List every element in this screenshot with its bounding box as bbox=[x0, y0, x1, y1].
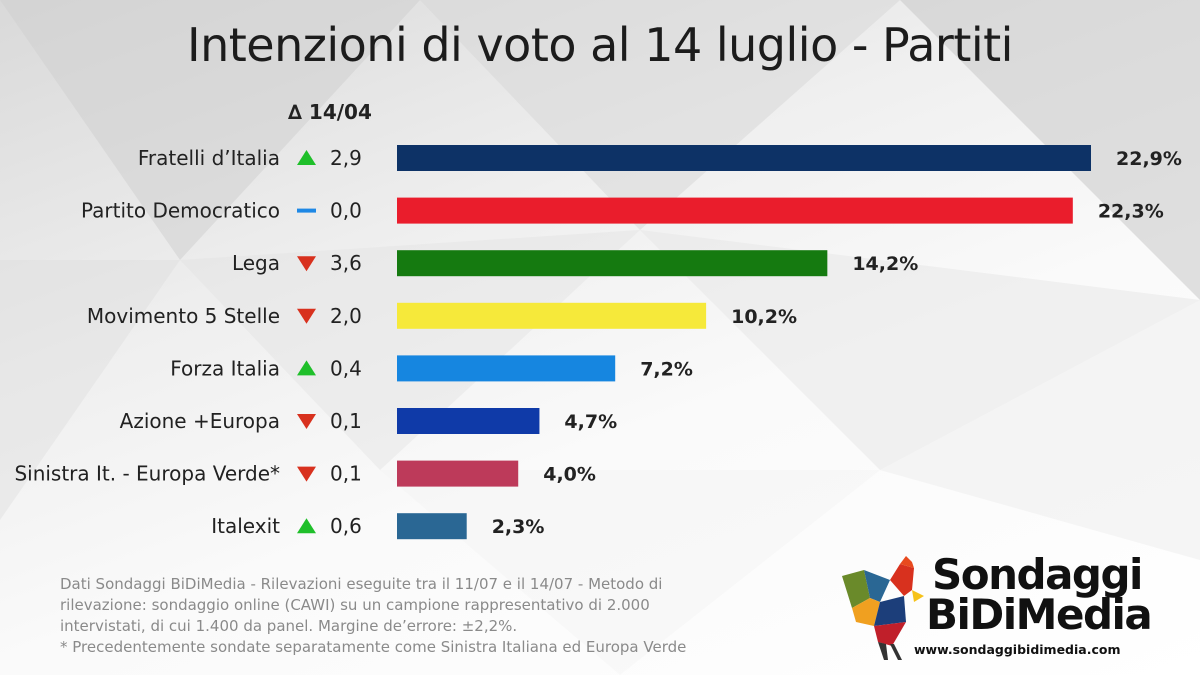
value-label: 10,2% bbox=[731, 306, 797, 328]
value-label: 2,3% bbox=[492, 516, 545, 538]
bar bbox=[397, 460, 519, 487]
category-label: Sinistra It. - Europa Verde* bbox=[14, 462, 280, 486]
delta-down-icon bbox=[297, 466, 316, 482]
value-label: 22,3% bbox=[1098, 201, 1164, 223]
delta-value: 0,1 bbox=[330, 462, 362, 486]
footnote: Dati Sondaggi BiDiMedia - Rilevazioni es… bbox=[60, 574, 780, 658]
delta-value: 2,0 bbox=[330, 304, 362, 328]
delta-value: 3,6 bbox=[330, 251, 362, 275]
bar bbox=[397, 197, 1073, 224]
delta-value: 2,9 bbox=[330, 146, 362, 170]
delta-down-icon bbox=[297, 308, 316, 324]
category-label: Azione +Europa bbox=[120, 409, 280, 433]
bar bbox=[397, 145, 1091, 171]
delta-up-icon bbox=[297, 150, 316, 165]
rooster-icon bbox=[842, 556, 924, 660]
footnote-line-1: Dati Sondaggi BiDiMedia - Rilevazioni es… bbox=[60, 575, 663, 593]
delta-value: 0,4 bbox=[330, 356, 362, 380]
bar bbox=[397, 250, 828, 277]
bar bbox=[397, 408, 540, 434]
bar bbox=[397, 355, 616, 382]
delta-value: 0,1 bbox=[330, 409, 362, 433]
delta-header: ∆ 14/04 bbox=[288, 100, 372, 124]
delta-down-icon bbox=[297, 256, 316, 272]
logo-text-sondaggi: Sondaggi bbox=[932, 550, 1143, 599]
value-label: 4,0% bbox=[543, 464, 596, 486]
footnote-line-4: * Precedentemente sondate separatamente … bbox=[60, 638, 687, 656]
brand-logo: Sondaggi BiDiMedia www.sondaggibidimedia… bbox=[834, 550, 1190, 662]
logo-url: www.sondaggibidimedia.com bbox=[914, 642, 1121, 657]
value-label: 14,2% bbox=[852, 253, 918, 275]
category-label: Partito Democratico bbox=[81, 199, 280, 223]
bar bbox=[397, 513, 467, 540]
category-label: Italexit bbox=[211, 514, 280, 538]
delta-up-icon bbox=[297, 360, 316, 376]
value-label: 7,2% bbox=[640, 358, 693, 380]
value-label: 4,7% bbox=[564, 411, 617, 433]
chart-title: Intenzioni di voto al 14 luglio - Partit… bbox=[187, 18, 1013, 72]
bar bbox=[397, 302, 707, 329]
delta-down-icon bbox=[297, 414, 316, 429]
footnote-line-2: rilevazione: sondaggio online (CAWI) su … bbox=[60, 596, 650, 614]
category-label: Forza Italia bbox=[170, 356, 280, 380]
delta-value: 0,0 bbox=[330, 199, 362, 223]
footnote-line-3: intervistati, di cui 1.400 da panel. Mar… bbox=[60, 617, 518, 635]
delta-value: 0,6 bbox=[330, 514, 362, 538]
delta-up-icon bbox=[297, 518, 316, 534]
logo-text-bidimedia: BiDiMedia bbox=[926, 590, 1153, 639]
value-label: 22,9% bbox=[1116, 148, 1182, 170]
delta-flat-icon bbox=[297, 208, 316, 213]
category-label: Movimento 5 Stelle bbox=[87, 304, 280, 328]
category-label: Lega bbox=[232, 251, 280, 275]
category-label: Fratelli d’Italia bbox=[138, 146, 280, 170]
